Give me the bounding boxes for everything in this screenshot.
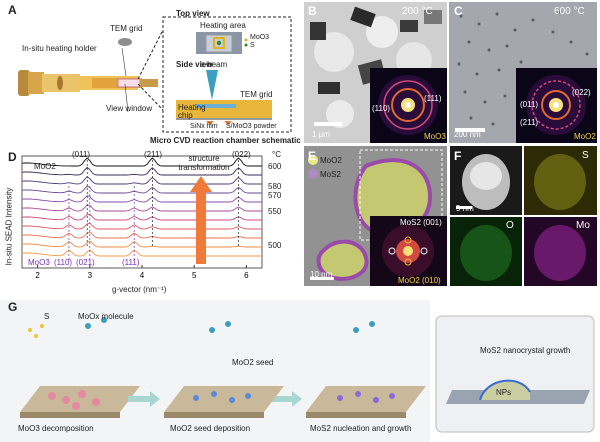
x-tick-label: 6 — [244, 271, 249, 280]
fft-label-2: MoO2 (010) — [398, 276, 441, 285]
legend-moo3: MoO3 — [250, 34, 270, 41]
series-line — [21, 213, 262, 221]
series-line — [21, 166, 262, 176]
panel-b-ring1: (111) — [424, 94, 442, 103]
panel-e-scale: 10 nm — [310, 270, 333, 279]
moo2-series-label: MoO2 — [34, 162, 56, 171]
chart-xlabel: g-vector (nm⁻¹) — [112, 285, 167, 294]
series-line — [21, 240, 262, 248]
peak-110-label: (110) — [54, 258, 73, 267]
series-line — [21, 185, 262, 194]
peak-011-label: (011) — [72, 150, 91, 159]
side-tem-grid-label: TEM grid — [240, 90, 273, 99]
arrow-label: structure transformation — [178, 154, 230, 172]
legend-moo2: MoO2 — [320, 156, 342, 165]
moo3-series-label: MoO3 — [28, 258, 50, 267]
panel-e-fft — [370, 216, 447, 286]
panel-c-ring3: (022) — [572, 88, 591, 97]
heating-area-label: Heating area — [200, 21, 246, 30]
fft-label-1: MoS2 (001) — [400, 218, 442, 227]
panel-a-caption: Micro CVD reaction chamber schematic — [150, 136, 301, 145]
panel-f-scale: 5 nm — [456, 204, 474, 213]
x-tick-label: 4 — [140, 271, 145, 280]
x-tick-label: 2 — [35, 271, 40, 280]
moo2-seed-label: MoO2 seed — [232, 358, 274, 367]
series-line — [21, 157, 262, 167]
tem-grid-shape — [118, 38, 132, 46]
panel-b-temp: 200 °C — [402, 6, 433, 17]
map-o-label: O — [506, 220, 514, 231]
peak-111-label: (111) — [122, 258, 140, 267]
transformation-arrow-shaft — [196, 190, 206, 264]
series-line — [21, 249, 262, 257]
panel-b-letter: B — [308, 4, 317, 18]
temperature-label: 500 — [268, 241, 282, 251]
panel-d-chart: 2 3 4 5 6 — [21, 155, 263, 280]
panel-f-map-mo — [524, 217, 597, 286]
chart-ylabel: In-situ SEAD Intensity — [4, 187, 14, 266]
transformation-arrow-head — [190, 176, 212, 192]
legend-s: S — [250, 42, 255, 49]
heating-chip-label: Heating chip — [178, 103, 206, 120]
panel-g-schematic — [0, 300, 600, 442]
inset-title: MoS2 nanocrystal growth — [480, 346, 571, 355]
panel-c-phase: MoO2 — [574, 132, 596, 141]
heating-holder — [18, 70, 158, 96]
series-line — [21, 231, 262, 239]
panel-e-letter: E — [308, 149, 317, 163]
step2-label: MoO2 seed deposition — [170, 424, 251, 433]
temp-unit-label: °C — [272, 150, 281, 159]
temperature-label: 580 — [268, 181, 282, 191]
panel-c-scale: 200 nm — [454, 130, 481, 139]
panel-b-ring2: (110) — [372, 104, 391, 113]
powder-label: S/MoO3 powder — [226, 123, 277, 130]
panel-f-haadf — [450, 146, 522, 215]
moox-label: MoOx molecule — [78, 312, 134, 321]
side-view-label: Side view — [176, 60, 213, 69]
peak-022-label: (022) — [232, 150, 251, 159]
window-label: View window — [106, 104, 153, 113]
series-line — [21, 204, 262, 212]
sinx-label: SiNx film — [190, 123, 218, 130]
s-label: S — [44, 312, 50, 321]
panel-a-schematic — [0, 0, 300, 150]
holder-label: In-situ heating holder — [22, 44, 97, 53]
x-tick-label: 5 — [192, 271, 197, 280]
panel-f-letter: F — [454, 149, 462, 163]
peak-211-label: (211) — [144, 150, 163, 159]
panel-f-map-o — [450, 217, 522, 286]
top-view-label: Top view — [176, 9, 210, 18]
temperature-label: 600 — [268, 162, 282, 171]
map-mo-label: Mo — [576, 220, 590, 231]
panel-f-map-s — [524, 146, 597, 215]
series-line — [21, 176, 262, 185]
series-line — [21, 222, 262, 230]
panel-c-diffraction — [516, 68, 597, 143]
temperature-label: 550 — [268, 207, 282, 216]
panel-b-scale: 1 μm — [312, 130, 330, 139]
panel-a-letter: A — [8, 3, 17, 17]
series-line — [21, 195, 262, 203]
panel-b-diffraction — [370, 68, 447, 143]
grid-label: TEM grid — [110, 24, 143, 33]
ebeam-label: e-beam — [200, 60, 228, 69]
nps-label: NPs — [496, 388, 512, 397]
panel-b-phase: MoO3 — [424, 132, 446, 141]
map-s-label: S — [582, 150, 589, 161]
plot-frame — [21, 155, 263, 269]
panel-g-letter: G — [8, 300, 18, 314]
temperature-label: 570 — [268, 190, 282, 200]
step1-label: MoO3 decomposition — [18, 424, 94, 433]
panel-c-ring1: (011) — [520, 100, 539, 109]
peak-021-label: (021) — [76, 258, 95, 267]
panel-d-letter: D — [8, 150, 17, 164]
legend-mos2: MoS2 — [320, 170, 341, 179]
panel-c-letter: C — [454, 4, 463, 18]
panel-c-ring2: (211) — [520, 118, 539, 127]
x-tick-label: 3 — [88, 271, 93, 280]
step3-label: MoS2 nucleation and growth — [310, 424, 412, 433]
panel-c-temp: 600 °C — [554, 6, 585, 17]
